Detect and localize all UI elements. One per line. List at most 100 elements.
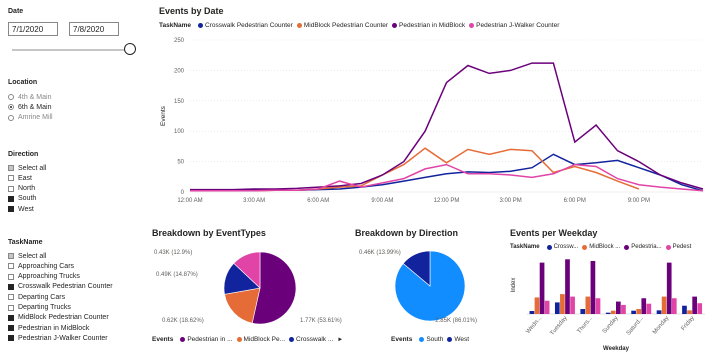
bar[interactable] <box>595 298 601 314</box>
slicer-option[interactable]: Select all <box>8 163 46 173</box>
legend-pedestrian: Pedestrian in ... <box>187 336 233 343</box>
series-line[interactable] <box>190 153 704 192</box>
checkbox[interactable] <box>8 175 14 182</box>
checkbox[interactable] <box>8 335 14 342</box>
bar[interactable] <box>641 298 647 314</box>
slicer-option[interactable]: West <box>8 204 34 214</box>
x-tick-label: Monday <box>652 315 670 335</box>
bar[interactable] <box>580 309 586 314</box>
legend-next-icon[interactable]: ► <box>337 336 344 343</box>
checkbox[interactable] <box>8 304 14 311</box>
bar[interactable] <box>560 294 565 314</box>
bar[interactable] <box>539 262 545 314</box>
weekday-bar-chart: Index Weekday Wedn... Tuesday Thurs... Sunday… <box>511 259 705 352</box>
bar[interactable] <box>616 301 621 314</box>
legend-jwalker: Pedestrian J-Walker Counter <box>476 22 560 29</box>
pie-slice[interactable] <box>251 251 297 325</box>
pie-data-label: 0.49K (14.87%) <box>156 272 198 278</box>
legend-dot-jwalker <box>665 244 671 250</box>
checkbox[interactable] <box>8 165 14 171</box>
slicer-option-label: Departing Cars <box>18 293 66 301</box>
slicer-option[interactable]: 4th & Main <box>8 92 51 102</box>
x-tick-label: 12:00 PM <box>434 198 460 204</box>
checkbox[interactable] <box>8 314 14 321</box>
slicer-option[interactable]: Pedestrian in MidBlock <box>8 323 89 333</box>
pie-data-label: 0.43K (12.9%) <box>154 250 192 256</box>
bar[interactable] <box>610 310 616 314</box>
x-tick-label: 6:00 AM <box>307 198 329 204</box>
end-date-input[interactable]: 7/8/2020 <box>69 22 119 36</box>
bar[interactable] <box>605 312 611 314</box>
slicer-option[interactable]: Crosswalk Pedestrian Counter <box>8 282 113 292</box>
bar[interactable] <box>631 310 636 314</box>
radio-button[interactable] <box>8 104 14 111</box>
pie-slice[interactable] <box>394 250 466 322</box>
bar[interactable] <box>565 259 570 314</box>
checkbox[interactable] <box>8 325 14 332</box>
bar[interactable] <box>646 303 652 314</box>
start-date-input[interactable]: 7/1/2020 <box>8 22 58 36</box>
bar[interactable] <box>687 310 692 314</box>
series-line[interactable] <box>190 62 704 191</box>
legend-pedestrian: Pedestrian in MidBlock <box>399 22 466 29</box>
series-line[interactable] <box>190 147 640 192</box>
series-line[interactable] <box>190 163 704 192</box>
slicer-option[interactable]: Departing Cars <box>8 292 65 302</box>
bar[interactable] <box>544 300 550 314</box>
slicer-option[interactable]: Pedestrian J-Walker Counter <box>8 333 108 343</box>
bar[interactable] <box>590 260 596 314</box>
radio-button[interactable] <box>8 94 14 100</box>
pie-slice[interactable] <box>233 251 261 289</box>
checkbox[interactable] <box>8 273 14 280</box>
slicer-option-label: Pedestrian in MidBlock <box>18 324 90 332</box>
bar[interactable] <box>697 303 703 314</box>
bar[interactable] <box>570 296 575 314</box>
checkbox[interactable] <box>8 263 14 270</box>
slicer-option[interactable]: Departing Trucks <box>8 303 71 313</box>
bar[interactable] <box>529 311 535 314</box>
checkbox[interactable] <box>8 253 14 259</box>
y-tick-label: 250 <box>174 38 185 44</box>
bar[interactable] <box>682 305 687 314</box>
y-tick-label: 50 <box>177 160 184 166</box>
date-range-handle[interactable] <box>124 43 136 55</box>
checkbox[interactable] <box>8 283 14 290</box>
bar[interactable] <box>585 296 591 314</box>
slicer-option[interactable]: Approaching Cars <box>8 261 74 271</box>
pie-slice[interactable] <box>224 287 261 324</box>
slicer-option[interactable]: Amrine Mill <box>8 113 53 123</box>
slicer-option[interactable]: MidBlock Pedestrian Counter <box>8 313 109 323</box>
checkbox[interactable] <box>8 185 14 192</box>
checkbox[interactable] <box>8 206 14 213</box>
bar[interactable] <box>621 304 626 314</box>
bar[interactable] <box>636 309 642 314</box>
checkbox[interactable] <box>8 195 14 202</box>
slicer-option[interactable]: 6th & Main <box>8 102 51 112</box>
bar[interactable] <box>671 298 677 314</box>
slicer-option[interactable]: North <box>8 184 35 194</box>
slicer-option-label: West <box>18 205 34 213</box>
legend-south: South <box>426 336 444 343</box>
slicer-option-label: Approaching Trucks <box>18 273 80 281</box>
radio-button[interactable] <box>8 114 14 121</box>
slicer-option-label: Crosswalk Pedestrian Counter <box>18 283 113 291</box>
legend-dot-midblock <box>296 23 302 28</box>
bar[interactable] <box>554 302 560 314</box>
pie-slice[interactable] <box>402 250 431 287</box>
y-tick-label: 0 <box>181 190 185 196</box>
bar[interactable] <box>661 296 667 314</box>
slicer-option[interactable]: Approaching Trucks <box>8 272 80 282</box>
legend-dot-jwalker <box>469 23 475 28</box>
legend-midblock: MidBlock Pedestrian Counter <box>303 22 389 29</box>
legend-crosswalk: Crosswalk ... <box>296 336 334 343</box>
bar[interactable] <box>666 262 672 314</box>
slicer-option[interactable]: South <box>8 194 36 204</box>
slicer-option-label: 6th & Main <box>18 103 52 111</box>
checkbox[interactable] <box>8 294 14 301</box>
bar[interactable] <box>656 310 662 314</box>
x-tick-label: Thurs... <box>576 315 594 335</box>
bar[interactable] <box>534 297 540 314</box>
bar[interactable] <box>692 296 697 314</box>
slicer-option[interactable]: Select all <box>8 251 46 261</box>
slicer-option[interactable]: East <box>8 173 32 183</box>
